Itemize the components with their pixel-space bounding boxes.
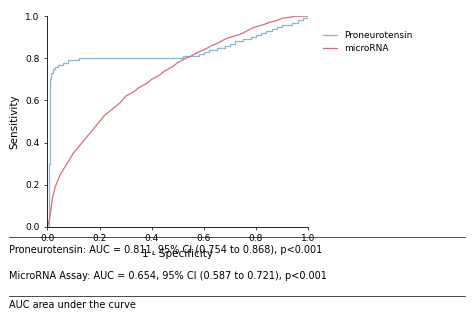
Legend: Proneurotensin, microRNA: Proneurotensin, microRNA: [323, 31, 412, 53]
X-axis label: 1 - Specificity: 1 - Specificity: [142, 249, 213, 259]
Y-axis label: Sensitivity: Sensitivity: [10, 94, 20, 149]
Text: Proneurotensin: AUC = 0.811, 95% CI (0.754 to 0.868), p<0.001: Proneurotensin: AUC = 0.811, 95% CI (0.7…: [9, 245, 323, 255]
Text: MicroRNA Assay: AUC = 0.654, 95% CI (0.587 to 0.721), p<0.001: MicroRNA Assay: AUC = 0.654, 95% CI (0.5…: [9, 271, 328, 281]
Text: AUC area under the curve: AUC area under the curve: [9, 300, 137, 310]
